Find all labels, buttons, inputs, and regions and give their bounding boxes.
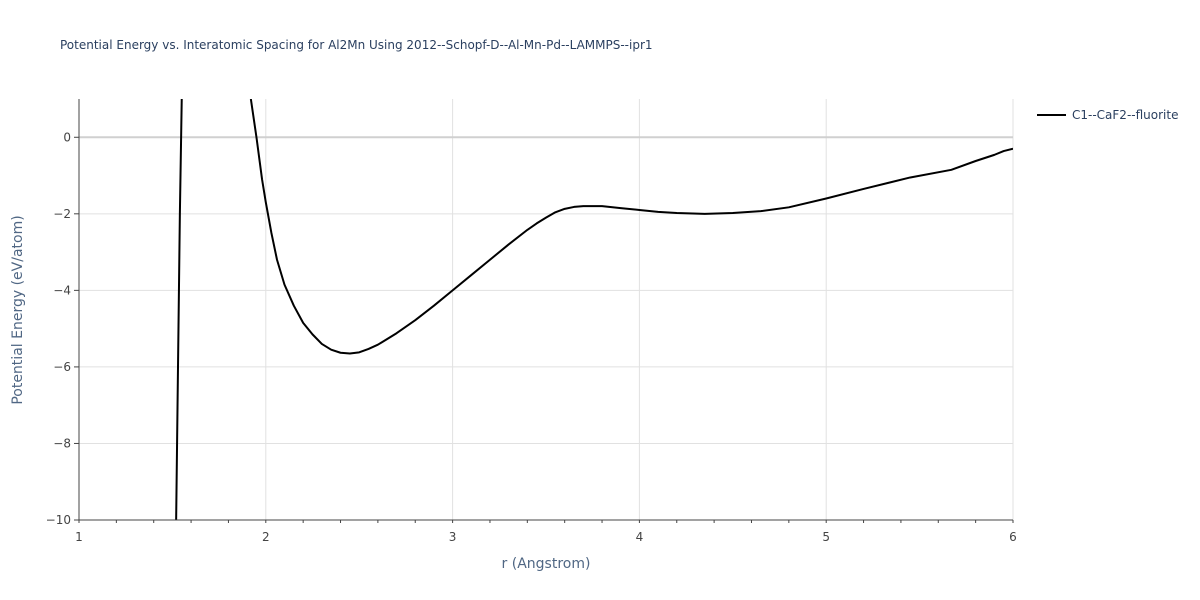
x-tick-label: 5 bbox=[822, 530, 830, 544]
series-line-segment bbox=[249, 99, 1013, 355]
axes: 1 2 3 4 5 6 0 −2 −4 −6 −8 −10 bbox=[46, 99, 1017, 544]
chart-title: Potential Energy vs. Interatomic Spacing… bbox=[60, 38, 653, 52]
series-line-segment bbox=[175, 99, 183, 520]
legend[interactable]: C1--CaF2--fluorite bbox=[1037, 108, 1178, 122]
y-tick-label: −4 bbox=[53, 283, 71, 297]
x-tick-label: 2 bbox=[262, 530, 270, 544]
x-axis-title: r (Angstrom) bbox=[502, 556, 591, 572]
plot-area bbox=[175, 99, 1013, 520]
y-tick-label: −2 bbox=[53, 207, 71, 221]
y-tick-label: −6 bbox=[53, 360, 71, 374]
y-tick-label: 0 bbox=[63, 130, 71, 144]
x-tick-label: 4 bbox=[636, 530, 644, 544]
x-tick-label: 6 bbox=[1009, 530, 1017, 544]
legend-label: C1--CaF2--fluorite bbox=[1072, 108, 1178, 122]
y-tick-label: −8 bbox=[53, 436, 71, 450]
y-axis-title: Potential Energy (eV/atom) bbox=[10, 215, 26, 404]
grid bbox=[79, 99, 1014, 520]
y-tick-label: −10 bbox=[46, 513, 71, 527]
x-tick-label: 3 bbox=[449, 530, 457, 544]
x-tick-label: 1 bbox=[75, 530, 83, 544]
